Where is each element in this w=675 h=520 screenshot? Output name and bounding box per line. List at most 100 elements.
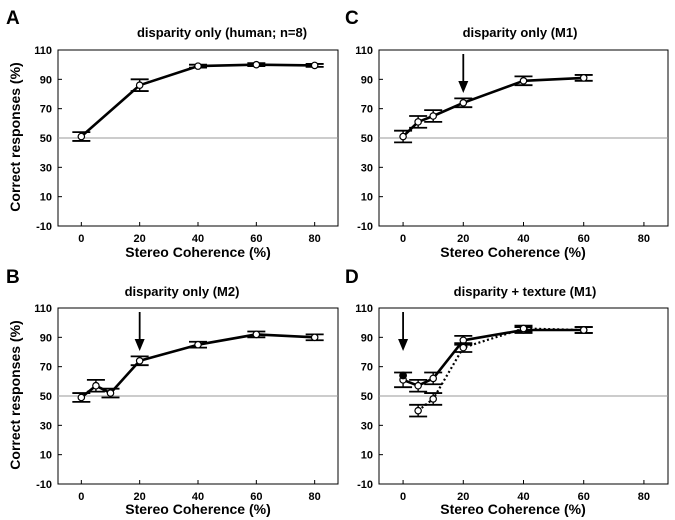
panel-d-data-point bbox=[414, 406, 422, 415]
panel-letter-a: A bbox=[6, 8, 20, 29]
panel-c-y-tick-label: 90 bbox=[361, 74, 373, 86]
panel-b-x-axis-label: Stereo Coherence (%) bbox=[125, 501, 270, 517]
panel-d-threshold-arrow bbox=[398, 312, 409, 351]
panel-b-x-tick-label: 60 bbox=[250, 491, 262, 503]
panel-b-data-point bbox=[77, 393, 86, 402]
panel-c-threshold-arrow bbox=[458, 54, 469, 93]
panel-d-y-tick-label: 90 bbox=[361, 332, 373, 344]
panel-c-data-point bbox=[429, 112, 437, 120]
panel-d-y-ticks: -10 10 30 50 70 90 110 bbox=[355, 303, 383, 491]
panel-a-plot bbox=[58, 60, 338, 142]
panel-c-data-point bbox=[414, 118, 422, 126]
panel-a-y-tick-label: -10 bbox=[36, 221, 52, 233]
panel-a-y-tick-label: 30 bbox=[40, 162, 52, 174]
panel-a-x-tick-label: 20 bbox=[134, 233, 146, 245]
panel-d-data-point bbox=[429, 374, 437, 383]
panel-a-y-tick-label: 10 bbox=[40, 192, 52, 204]
panel-b: disparity only (M2) -10 10 30 50 70 90 110 0 20… bbox=[34, 284, 339, 517]
panel-a-x-tick-label: 0 bbox=[78, 233, 84, 245]
panel-a-x-ticks: 0 20 40 60 80 bbox=[78, 222, 321, 245]
panel-letter-c: C bbox=[345, 8, 359, 29]
panel-c-x-tick-label: 20 bbox=[457, 233, 469, 245]
panel-d-data-point bbox=[459, 343, 468, 352]
panel-b-y-tick-label: 10 bbox=[40, 450, 52, 462]
panel-d-y-tick-label: -10 bbox=[357, 479, 373, 491]
panel-d-data-point bbox=[414, 381, 422, 390]
panel-c-data-point bbox=[399, 132, 407, 141]
panel-c-series-line bbox=[402, 76, 584, 138]
panel-b-x-tick-label: 0 bbox=[78, 491, 84, 503]
panel-a-y-tick-label: 70 bbox=[40, 104, 52, 116]
panel-c-data-point bbox=[519, 77, 528, 85]
panel-d-x-tick-label: 80 bbox=[638, 491, 650, 503]
panel-a-data-point bbox=[252, 60, 261, 69]
panel-b-x-tick-label: 40 bbox=[192, 491, 204, 503]
panel-d-y-tick-label: 30 bbox=[361, 420, 373, 432]
y-axis-label-top: Correct responses (%) bbox=[7, 62, 23, 211]
panel-letter-b: B bbox=[6, 267, 20, 288]
panel-c-y-tick-label: 110 bbox=[355, 45, 373, 57]
panel-c-x-axis-label: Stereo Coherence (%) bbox=[440, 244, 585, 260]
panel-d-x-axis-label: Stereo Coherence (%) bbox=[440, 501, 585, 517]
panel-c-y-tick-label: 10 bbox=[361, 192, 373, 204]
panel-b-data-point bbox=[106, 389, 115, 397]
panel-a-data-point bbox=[135, 81, 144, 90]
panel-a-data-point bbox=[310, 61, 319, 70]
panel-b-title: disparity only (M2) bbox=[125, 284, 240, 299]
panel-c-y-tick-label: -10 bbox=[357, 221, 373, 233]
panel-d-x-tick-label: 0 bbox=[400, 491, 406, 503]
panel-a-x-axis-label: Stereo Coherence (%) bbox=[125, 244, 270, 260]
panel-d-x-tick-label: 40 bbox=[517, 491, 529, 503]
panel-b-data-point bbox=[92, 381, 100, 390]
panel-d-series-line bbox=[417, 327, 584, 412]
panel-d-x-tick-label: 60 bbox=[578, 491, 590, 503]
panel-b-y-tick-label: 50 bbox=[40, 391, 52, 403]
panel-letter-d: D bbox=[345, 267, 359, 288]
panel-a-title: disparity only (human; n=8) bbox=[137, 25, 307, 40]
panel-a: disparity only (human; n=8) -10 10 30 50 70 9… bbox=[34, 25, 339, 260]
panel-c-y-tick-label: 30 bbox=[361, 162, 373, 174]
panel-c-x-ticks: 0 20 40 60 80 bbox=[400, 222, 650, 245]
y-axis-label-bottom: Correct responses (%) bbox=[7, 320, 23, 469]
panel-d-y-tick-label: 70 bbox=[361, 362, 373, 374]
panel-c-y-ticks: -10 10 30 50 70 90 110 bbox=[355, 45, 383, 233]
panel-c-data-point bbox=[459, 99, 468, 107]
panel-a-series-solid bbox=[72, 60, 324, 142]
panel-d-data-point bbox=[429, 395, 437, 403]
panel-c-x-tick-label: 80 bbox=[638, 233, 650, 245]
panel-b-y-tick-label: 90 bbox=[40, 332, 52, 344]
panel-a-data-point bbox=[194, 62, 202, 70]
panel-b-y-ticks: -10 10 30 50 70 90 110 bbox=[34, 303, 62, 491]
panel-a-x-tick-label: 60 bbox=[250, 233, 262, 245]
panel-c-plot bbox=[379, 54, 668, 144]
panel-b-x-tick-label: 80 bbox=[309, 491, 321, 503]
panel-a-x-tick-label: 40 bbox=[192, 233, 204, 245]
panel-d-plot bbox=[379, 312, 668, 418]
panel-c-x-tick-label: 0 bbox=[400, 233, 406, 245]
panel-b-threshold-arrow bbox=[134, 312, 145, 351]
panel-b-series-solid bbox=[72, 330, 324, 403]
panel-a-y-tick-label: 90 bbox=[40, 74, 52, 86]
panel-d-series-solid bbox=[394, 326, 593, 393]
panel-c-y-tick-label: 50 bbox=[361, 133, 373, 145]
panel-d-title: disparity + texture (M1) bbox=[454, 284, 597, 299]
panel-c-x-tick-label: 40 bbox=[517, 233, 529, 245]
panel-c-series-solid bbox=[394, 74, 593, 144]
panel-b-x-tick-label: 20 bbox=[134, 491, 146, 503]
panel-c-data-point bbox=[579, 74, 588, 82]
panel-d: disparity + texture (M1) -10 10 30 50 70 90 11… bbox=[355, 284, 669, 517]
panel-c: disparity only (M1) -10 10 30 50 70 90 110 0 20… bbox=[355, 25, 669, 260]
panel-b-y-tick-label: 70 bbox=[40, 362, 52, 374]
panel-a-series-line bbox=[80, 63, 315, 138]
panel-a-y-ticks: -10 10 30 50 70 90 110 bbox=[34, 45, 62, 233]
panel-b-data-point bbox=[135, 356, 144, 365]
panel-c-x-tick-label: 60 bbox=[578, 233, 590, 245]
panel-d-series-dotted bbox=[409, 324, 593, 418]
panel-c-title: disparity only (M1) bbox=[463, 25, 578, 40]
panel-c-y-tick-label: 70 bbox=[361, 104, 373, 116]
panel-a-y-tick-label: 110 bbox=[34, 45, 52, 57]
panel-d-y-tick-label: 50 bbox=[361, 391, 373, 403]
panel-b-data-point bbox=[310, 333, 319, 342]
panel-b-x-ticks: 0 20 40 60 80 bbox=[78, 480, 321, 503]
